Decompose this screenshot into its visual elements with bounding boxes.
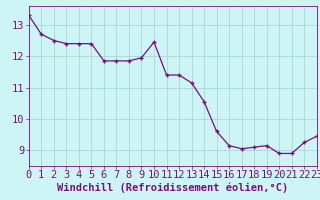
X-axis label: Windchill (Refroidissement éolien,°C): Windchill (Refroidissement éolien,°C) (57, 183, 288, 193)
